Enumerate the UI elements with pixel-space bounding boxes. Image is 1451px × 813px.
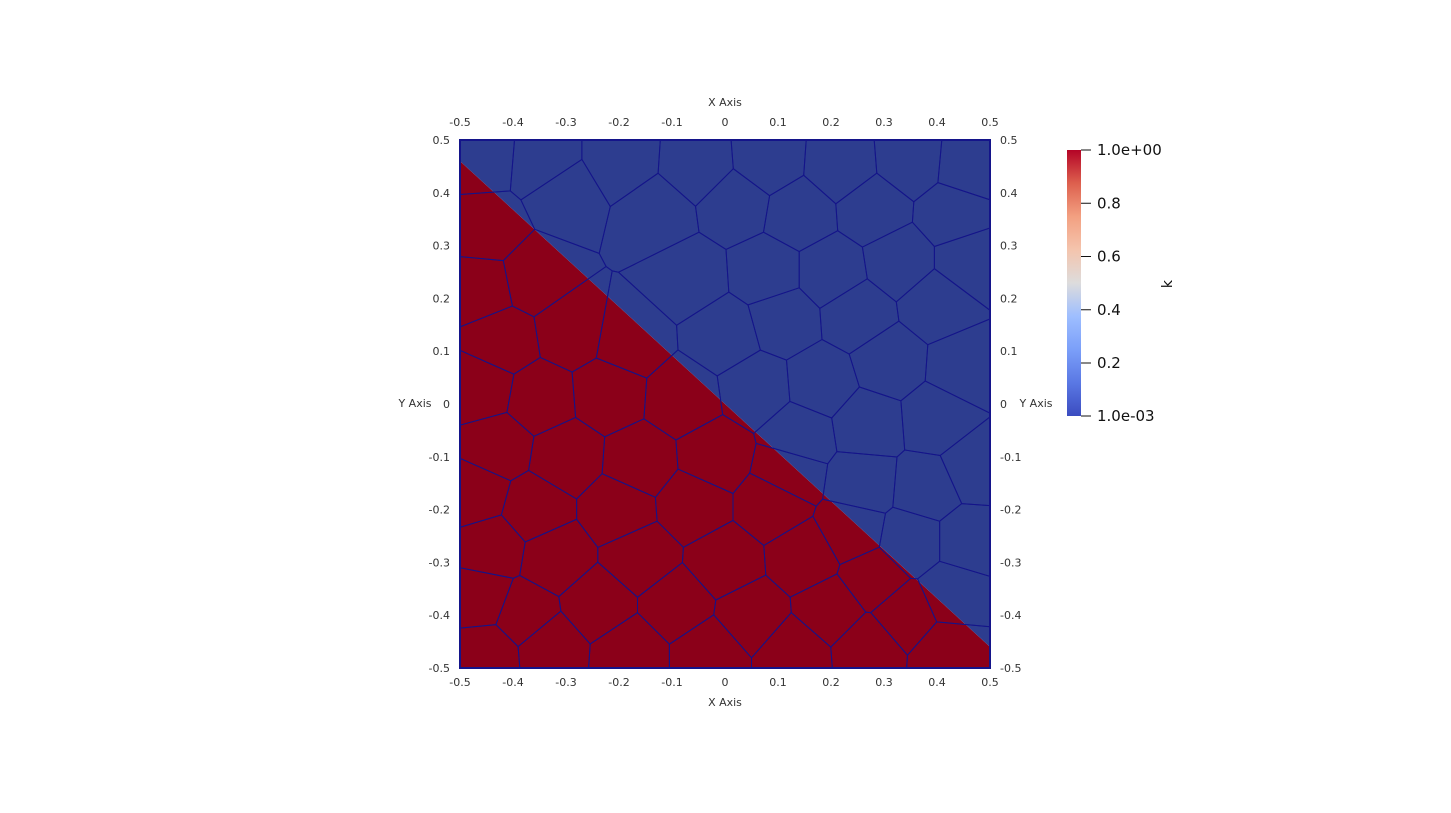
colorbar-gradient — [1067, 150, 1081, 416]
x-tick-label-top: 0.3 — [875, 116, 893, 129]
color-legend: 1.0e+00 0.8 0.6 0.4 0.2 1.0e-03 k — [1067, 141, 1176, 425]
y-tick-label-right: 0 — [1000, 398, 1007, 411]
y-tick-label-left: -0.1 — [429, 451, 450, 464]
y-tick-label-right: 0.4 — [1000, 187, 1018, 200]
y-tick-label-left: 0.4 — [433, 187, 451, 200]
y-tick-label-right: -0.1 — [1000, 451, 1021, 464]
x-tick-label-bottom: -0.3 — [555, 676, 576, 689]
mesh-edges — [460, 140, 990, 668]
x-axis-title-top: X Axis — [708, 96, 742, 109]
x-tick-label-top: -0.2 — [608, 116, 629, 129]
axes-grid: -0.5-0.5-0.4-0.4-0.3-0.3-0.2-0.2-0.1-0.1… — [429, 116, 1022, 689]
mesh-cell — [520, 158, 611, 255]
colorbar-tick-label: 1.0e+00 — [1097, 141, 1162, 159]
y-tick-label-left: 0.2 — [433, 292, 451, 305]
x-tick-label-bottom: 0.5 — [981, 676, 999, 689]
y-tick-label-right: -0.2 — [1000, 504, 1021, 517]
mesh-cell — [916, 560, 990, 628]
colorbar-title: k — [1160, 279, 1176, 288]
y-tick-label-right: 0.5 — [1000, 134, 1018, 147]
x-tick-label-top: 0.5 — [981, 116, 999, 129]
y-tick-label-left: 0 — [443, 398, 450, 411]
region-k-low — [460, 140, 990, 647]
x-tick-label-top: 0.1 — [769, 116, 787, 129]
y-tick-label-left: -0.5 — [429, 662, 450, 675]
region-k-high — [460, 161, 990, 668]
x-tick-label-top: -0.4 — [502, 116, 523, 129]
y-axis-title-right: Y Axis — [1018, 397, 1052, 410]
colorbar-tick-label: 0.6 — [1097, 248, 1121, 266]
y-tick-label-right: 0.1 — [1000, 345, 1018, 358]
domain-boundary — [459, 139, 991, 669]
x-tick-label-bottom: 0.1 — [769, 676, 787, 689]
y-axis-title-left: Y Axis — [397, 397, 431, 410]
x-tick-label-top: -0.1 — [661, 116, 682, 129]
x-tick-label-top: 0.2 — [822, 116, 840, 129]
y-tick-label-left: 0.3 — [433, 240, 451, 253]
colorbar-tick-label: 0.8 — [1097, 194, 1121, 212]
x-tick-label-bottom: 0 — [722, 676, 729, 689]
x-tick-label-top: 0.4 — [928, 116, 946, 129]
y-tick-label-right: 0.3 — [1000, 240, 1018, 253]
x-tick-label-bottom: -0.1 — [661, 676, 682, 689]
x-tick-label-top: -0.5 — [449, 116, 470, 129]
y-tick-label-left: -0.4 — [429, 609, 450, 622]
x-tick-label-top: 0 — [722, 116, 729, 129]
x-tick-label-bottom: 0.2 — [822, 676, 840, 689]
y-tick-label-right: -0.5 — [1000, 662, 1021, 675]
x-tick-label-bottom: -0.2 — [608, 676, 629, 689]
x-tick-label-bottom: -0.4 — [502, 676, 523, 689]
y-tick-label-right: 0.2 — [1000, 292, 1018, 305]
colorbar-tick-label: 0.4 — [1097, 301, 1121, 319]
y-tick-label-right: -0.4 — [1000, 609, 1021, 622]
y-tick-label-left: -0.2 — [429, 504, 450, 517]
colorbar-tick-label: 1.0e-03 — [1097, 407, 1155, 425]
y-tick-label-left: 0.5 — [433, 134, 451, 147]
colorbar-ticks: 1.0e+00 0.8 0.6 0.4 0.2 1.0e-03 — [1081, 141, 1162, 425]
x-tick-label-bottom: 0.3 — [875, 676, 893, 689]
x-axis-title-bottom: X Axis — [708, 696, 742, 709]
colorbar-tick-label: 0.2 — [1097, 354, 1121, 372]
y-tick-label-right: -0.3 — [1000, 556, 1021, 569]
x-tick-label-bottom: 0.4 — [928, 676, 946, 689]
y-tick-label-left: 0.1 — [433, 345, 451, 358]
x-tick-label-top: -0.3 — [555, 116, 576, 129]
y-tick-label-left: -0.3 — [429, 556, 450, 569]
x-tick-label-bottom: -0.5 — [449, 676, 470, 689]
region-layer — [460, 140, 990, 668]
